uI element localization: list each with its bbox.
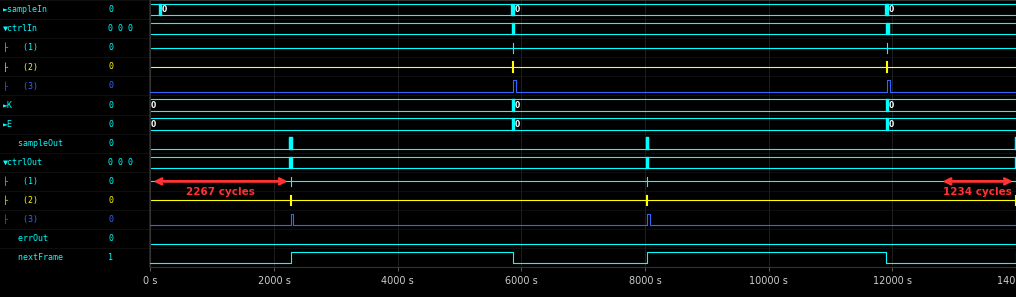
Text: ►K: ►K	[3, 100, 13, 110]
Text: 0: 0	[151, 120, 156, 129]
Text: 0: 0	[109, 196, 113, 205]
Text: 0: 0	[109, 215, 113, 224]
Text: 0: 0	[109, 177, 113, 186]
Text: 0: 0	[109, 43, 113, 52]
Text: 0: 0	[889, 100, 894, 110]
Text: nextFrame: nextFrame	[3, 253, 63, 262]
Text: ►sampleIn: ►sampleIn	[3, 5, 48, 14]
Text: 2267 cycles: 2267 cycles	[186, 187, 255, 197]
Text: 0: 0	[514, 120, 520, 129]
Text: ├   (3): ├ (3)	[3, 81, 38, 91]
Text: 0 0 0: 0 0 0	[109, 158, 133, 167]
Text: ├   (2): ├ (2)	[3, 196, 38, 205]
Text: 0: 0	[162, 5, 167, 14]
Text: 0: 0	[889, 120, 894, 129]
Text: 0: 0	[151, 100, 156, 110]
Text: 0: 0	[109, 100, 113, 110]
Text: ▼ctrlOut: ▼ctrlOut	[3, 158, 43, 167]
Text: 0: 0	[109, 81, 113, 90]
Text: 0: 0	[888, 5, 893, 14]
Text: 0: 0	[109, 139, 113, 148]
Text: ├   (3): ├ (3)	[3, 215, 38, 224]
Text: 0: 0	[109, 120, 113, 129]
Text: ▼ctrlIn: ▼ctrlIn	[3, 24, 38, 33]
Text: 0: 0	[109, 5, 113, 14]
Text: errOut: errOut	[3, 234, 48, 243]
Text: ├   (1): ├ (1)	[3, 43, 38, 53]
Text: 0: 0	[514, 5, 519, 14]
Text: ├   (1): ├ (1)	[3, 177, 38, 186]
Text: ├   (2): ├ (2)	[3, 62, 38, 72]
Text: sampleOut: sampleOut	[3, 139, 63, 148]
Text: 0: 0	[514, 100, 520, 110]
Text: 0 0 0: 0 0 0	[109, 24, 133, 33]
Text: 1: 1	[109, 253, 113, 262]
Text: 1234 cycles: 1234 cycles	[944, 187, 1012, 197]
Text: 0: 0	[109, 234, 113, 243]
Text: 0: 0	[109, 62, 113, 71]
Text: ►E: ►E	[3, 120, 13, 129]
